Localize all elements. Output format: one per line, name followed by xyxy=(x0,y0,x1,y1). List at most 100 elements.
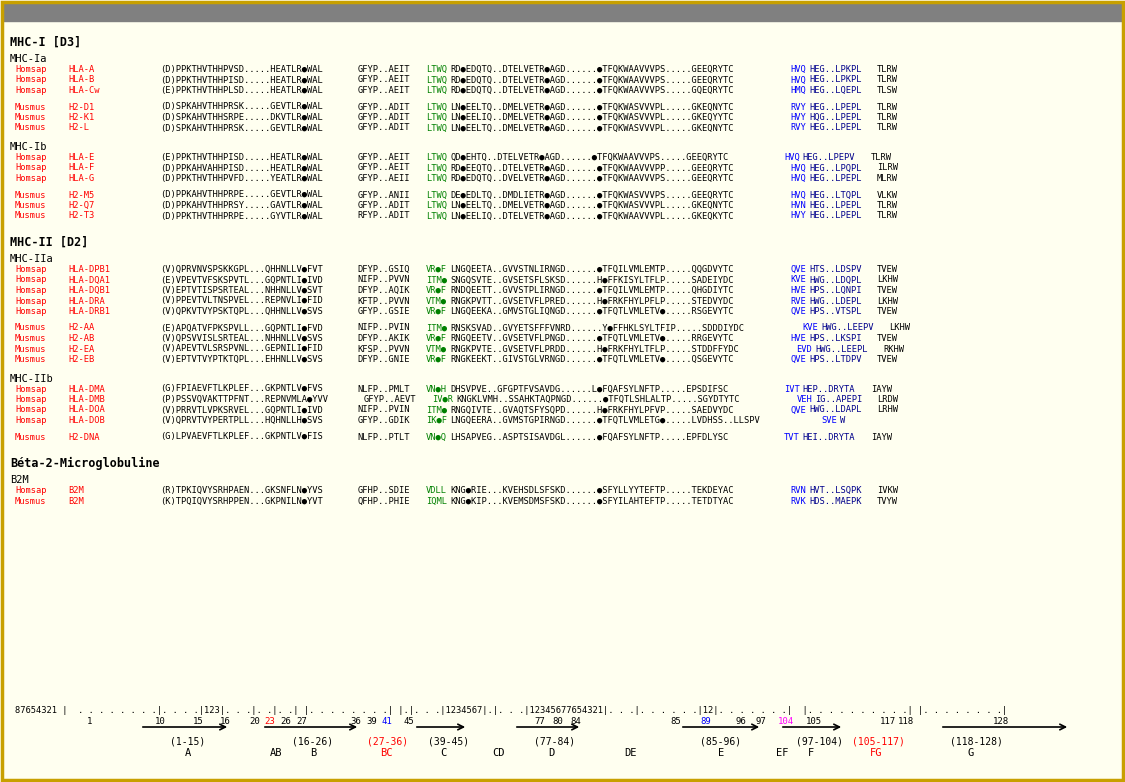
Text: LTWQ: LTWQ xyxy=(425,65,447,74)
Text: RD●EEQTQ..DTELVETR●AGD......●TFQKWAAVVVPP.....GEEQRYTC: RD●EEQTQ..DTELVETR●AGD......●TFQKWAAVVVP… xyxy=(450,163,734,173)
Text: 80: 80 xyxy=(552,717,562,726)
Text: VR●F: VR●F xyxy=(425,307,447,316)
Text: Homsap: Homsap xyxy=(15,286,46,295)
Text: HEG..LPKPL: HEG..LPKPL xyxy=(809,76,862,84)
Text: DE●EDLTQ..DMDLIETR●AGD......●TFQKWASVVVPS.....GEEQRYTC: DE●EDLTQ..DMDLIETR●AGD......●TFQKWASVVVP… xyxy=(450,191,734,199)
Text: (D)SPKAHVTHHPRSK.....GEVTLR●WAL: (D)SPKAHVTHHPRSK.....GEVTLR●WAL xyxy=(160,124,323,132)
Text: Homsap: Homsap xyxy=(15,296,46,306)
Text: H2-EA: H2-EA xyxy=(68,345,94,353)
Text: Musmus: Musmus xyxy=(15,355,46,364)
Text: HVY: HVY xyxy=(791,211,807,221)
Text: LRHW: LRHW xyxy=(876,406,898,414)
Text: Homsap: Homsap xyxy=(15,265,46,274)
Text: HPS..LQNPI: HPS..LQNPI xyxy=(809,286,862,295)
Text: HEG..LPEPL: HEG..LPEPL xyxy=(809,174,862,183)
Text: (V)APEVTVLSRSPVNL...GEPNILI●FID: (V)APEVTVLSRSPVNL...GEPNILI●FID xyxy=(160,345,323,353)
Text: HWG..LEEPL: HWG..LEEPL xyxy=(816,345,867,353)
Text: Homsap: Homsap xyxy=(15,395,46,404)
Text: EF: EF xyxy=(776,748,789,758)
Text: (27-36): (27-36) xyxy=(367,737,408,747)
Text: (D)PPKAHVTHHPRSY.....GAVTLR●WAL: (D)PPKAHVTHHPRSY.....GAVTLR●WAL xyxy=(160,201,323,210)
Text: 104: 104 xyxy=(778,717,794,726)
Text: Homsap: Homsap xyxy=(15,153,46,162)
Text: HEG..LPEPL: HEG..LPEPL xyxy=(809,102,862,112)
Text: Homsap: Homsap xyxy=(15,275,46,285)
Text: HLA-Cw: HLA-Cw xyxy=(68,86,99,95)
Text: Musmus: Musmus xyxy=(15,324,46,332)
Text: 77: 77 xyxy=(534,717,544,726)
Text: HLA-DOB: HLA-DOB xyxy=(68,416,105,425)
Text: GFYP..AEVT: GFYP..AEVT xyxy=(364,395,416,404)
Text: Musmus: Musmus xyxy=(15,497,46,505)
Text: LTWQ: LTWQ xyxy=(425,76,447,84)
Text: H2-AB: H2-AB xyxy=(68,334,94,343)
Text: IQML: IQML xyxy=(425,497,447,505)
Text: HLA-E: HLA-E xyxy=(68,153,94,162)
Text: Homsap: Homsap xyxy=(15,174,46,183)
Text: HLA-B: HLA-B xyxy=(68,76,94,84)
Text: VLKW: VLKW xyxy=(876,191,898,199)
Text: GFYP..ADIT: GFYP..ADIT xyxy=(358,201,411,210)
Text: Homsap: Homsap xyxy=(15,86,46,95)
Text: B2M: B2M xyxy=(68,486,83,495)
Text: HEG..LPEPV: HEG..LPEPV xyxy=(803,153,855,162)
Text: 128: 128 xyxy=(993,717,1009,726)
Text: TLRW: TLRW xyxy=(871,153,892,162)
Text: KNG●RIE...KVEHSDLSFSKD......●SFYLLYYTEFTP.....TEKDEYAC: KNG●RIE...KVEHSDLSFSKD......●SFYLLYYTEFT… xyxy=(450,486,734,495)
Text: TVEW: TVEW xyxy=(876,355,898,364)
Text: Musmus: Musmus xyxy=(15,432,46,442)
Text: LRDW: LRDW xyxy=(876,395,898,404)
Text: LKHW: LKHW xyxy=(876,296,898,306)
Text: SNGQSVTE..GVSETSFLSKSD......H●FFKISYLTFLP.....SADEIYDC: SNGQSVTE..GVSETSFLSKSD......H●FFKISYLTFL… xyxy=(450,275,734,285)
Text: 118: 118 xyxy=(898,717,915,726)
Text: 20: 20 xyxy=(249,717,260,726)
Text: Homsap: Homsap xyxy=(15,307,46,316)
Text: H2-M5: H2-M5 xyxy=(68,191,94,199)
Text: Homsap: Homsap xyxy=(15,406,46,414)
Text: VTM●: VTM● xyxy=(425,345,447,353)
Text: GFHP..SDIE: GFHP..SDIE xyxy=(358,486,411,495)
Text: NIFP..PVVN: NIFP..PVVN xyxy=(358,275,411,285)
Text: TLRW: TLRW xyxy=(876,65,898,74)
Text: 105: 105 xyxy=(806,717,822,726)
Text: F: F xyxy=(808,748,814,758)
Text: IG..APEPI: IG..APEPI xyxy=(816,395,863,404)
Text: (P)PSSVQVAKTTPFNT...REPNVMLA●YVV: (P)PSSVQVAKTTPFNT...REPNVMLA●YVV xyxy=(160,395,328,404)
Text: B2M: B2M xyxy=(68,497,83,505)
Text: Homsap: Homsap xyxy=(15,385,46,393)
Text: 117: 117 xyxy=(880,717,897,726)
Text: HLA-DMB: HLA-DMB xyxy=(68,395,105,404)
Text: SVE: SVE xyxy=(821,416,837,425)
Text: HWG..LDQPL: HWG..LDQPL xyxy=(809,275,862,285)
Text: GFYP..GDIK: GFYP..GDIK xyxy=(358,416,411,425)
Text: C: C xyxy=(440,748,447,758)
Text: VR●F: VR●F xyxy=(425,355,447,364)
Text: HPS..LTDPV: HPS..LTDPV xyxy=(809,355,862,364)
Text: RVY: RVY xyxy=(791,124,807,132)
Text: Homsap: Homsap xyxy=(15,65,46,74)
Text: (D)SPKAHVTHHPRSK.....GEVTLR●WAL: (D)SPKAHVTHHPRSK.....GEVTLR●WAL xyxy=(160,102,323,112)
Text: LKHW: LKHW xyxy=(889,324,910,332)
Text: QD●EHTQ..DTELVETR●AGD......●TFQKWAAVVVPS.....GEEQRYTC: QD●EHTQ..DTELVETR●AGD......●TFQKWAAVVVPS… xyxy=(450,153,729,162)
Text: (V)PPEVTVLTNSPVEL...REPNVLI●FID: (V)PPEVTVLTNSPVEL...REPNVLI●FID xyxy=(160,296,323,306)
Text: RNGQIVTE..GVAQTSFYSQPD......H●FRKFHYLPFVP.....SAEDVYDC: RNGQIVTE..GVAQTSFYSQPD......H●FRKFHYLPFV… xyxy=(450,406,734,414)
Text: RNGKPVTT..GVSETVFLPRED......H●FRKFHYLPFLP.....STEDVYDC: RNGKPVTT..GVSETVFLPRED......H●FRKFHYLPFL… xyxy=(450,296,734,306)
Text: (V)QPRVTVYPERTPLL...HQHNLLH●SVS: (V)QPRVTVYPERTPLL...HQHNLLH●SVS xyxy=(160,416,323,425)
Text: KVE: KVE xyxy=(803,324,819,332)
Text: LNGQEETA..GVVSTNLIRNGD......●TFQILVMLEMTP.....QQGDVYTC: LNGQEETA..GVVSTNLIRNGD......●TFQILVMLEMT… xyxy=(450,265,734,274)
Text: 39: 39 xyxy=(366,717,377,726)
Text: RNDQEETT..GVVSTPLIRNGD......●TFQILVMLEMTP.....QHGDIYTC: RNDQEETT..GVVSTPLIRNGD......●TFQILVMLEMT… xyxy=(450,286,734,295)
Text: 97: 97 xyxy=(755,717,766,726)
Text: Musmus: Musmus xyxy=(15,124,46,132)
Text: HLA-DPB1: HLA-DPB1 xyxy=(68,265,110,274)
Text: HLA-DQB1: HLA-DQB1 xyxy=(68,286,110,295)
Text: H2-EB: H2-EB xyxy=(68,355,94,364)
Text: H2-Q7: H2-Q7 xyxy=(68,201,94,210)
Text: RKHW: RKHW xyxy=(883,345,904,353)
Text: 26: 26 xyxy=(280,717,290,726)
Text: (85-96): (85-96) xyxy=(700,737,741,747)
Text: VDLL: VDLL xyxy=(425,486,447,495)
Text: IV●R: IV●R xyxy=(432,395,453,404)
Text: (97-104): (97-104) xyxy=(796,737,843,747)
Text: DHSVPVE..GFGPTFVSAVDG......L●FQAFSYLNFTP.....EPSDIFSC: DHSVPVE..GFGPTFVSAVDG......L●FQAFSYLNFTP… xyxy=(450,385,729,393)
